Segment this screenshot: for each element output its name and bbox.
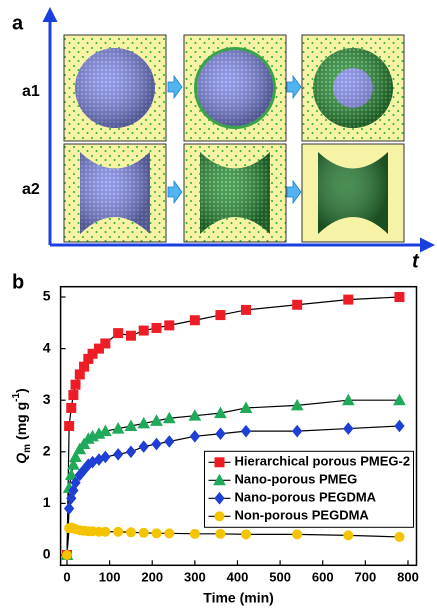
x-tick-label: 300 [184,570,206,585]
x-tick-label: 200 [141,570,163,585]
marker [126,446,135,457]
x-tick-label: 0 [63,570,70,585]
marker [190,431,199,442]
row-label: a1 [22,83,40,100]
x-tick-label: 600 [312,570,334,585]
marker [139,326,148,335]
y-axis-label-part: m [22,444,33,453]
marker [114,449,123,460]
marker [126,331,135,340]
marker [344,423,353,434]
y-tick-label: 0 [43,546,51,562]
marker [165,529,174,538]
y-axis-label: Qm(mg g-1) [11,388,33,463]
step-arrow [287,76,301,98]
marker [114,527,123,536]
sphere-shade [313,48,393,128]
x-axis-label: Time (min) [203,590,274,606]
marker [114,329,123,338]
sphere-shade [197,50,273,126]
legend-label: Nano-porous PEGDMA [235,490,377,505]
legend-label: Nano-porous PMEG [235,472,358,487]
marker [216,311,225,320]
marker [165,436,174,447]
marker [395,532,404,541]
time-label: t [412,250,420,272]
marker [344,295,353,304]
y-tick-label: 5 [43,288,51,304]
marker [67,403,76,412]
panel-label: a [12,12,24,34]
marker [139,528,148,537]
marker [139,441,148,452]
marker [190,316,199,325]
marker [152,323,161,332]
marker [395,293,404,302]
marker [65,422,74,431]
marker [65,503,74,514]
marker [165,321,174,330]
y-axis-label-part: Q [13,453,29,464]
marker [216,428,225,439]
y-tick-label: 1 [43,494,51,510]
marker [293,530,302,539]
marker [152,439,161,450]
marker [62,550,71,559]
step-arrow [168,181,182,203]
marker [126,528,135,537]
step-arrow [168,76,182,98]
y-axis-label-part: ) [13,388,29,393]
marker [190,529,199,538]
x-tick-label: 700 [355,570,377,585]
marker [242,305,251,314]
x-tick-label: 800 [397,570,419,585]
marker [395,421,404,432]
x-tick-label: 100 [99,570,121,585]
legend-label: Hierarchical porous PMEG-2 [235,454,411,469]
marker [101,527,110,536]
legend-marker [215,458,224,467]
y-tick-label: 2 [43,442,51,458]
panel-b: 0 1 2 3 4 5 0 100 200 300 400 500 600 700 800 Time (min… [11,287,419,606]
sphere-shade [75,48,155,128]
panel-a: a a1 a2 t [12,10,432,272]
step-arrow [287,181,301,203]
y-tick-label: 3 [43,391,51,407]
marker [293,300,302,309]
y-tick-label: 4 [43,339,51,355]
marker [152,529,161,538]
legend: Hierarchical porous PMEG-2 Nano-porous PM… [205,451,414,527]
marker [344,531,353,540]
legend-marker [215,512,224,521]
x-tick-label: 500 [269,570,291,585]
marker [71,380,80,389]
marker [216,529,225,538]
marker [69,391,78,400]
marker [242,426,251,437]
marker [242,530,251,539]
marker [101,339,110,348]
y-axis-label-part: (mg g [13,402,29,440]
panel-label: b [12,271,24,293]
x-tick-label: 400 [227,570,249,585]
row-label: a2 [22,181,40,198]
legend-label: Non-porous PEGDMA [235,508,370,523]
marker [293,426,302,437]
figure: a a1 a2 t b 0 1 2 3 4 5 0 100 200 300 400 500 600 700… [0,0,437,608]
